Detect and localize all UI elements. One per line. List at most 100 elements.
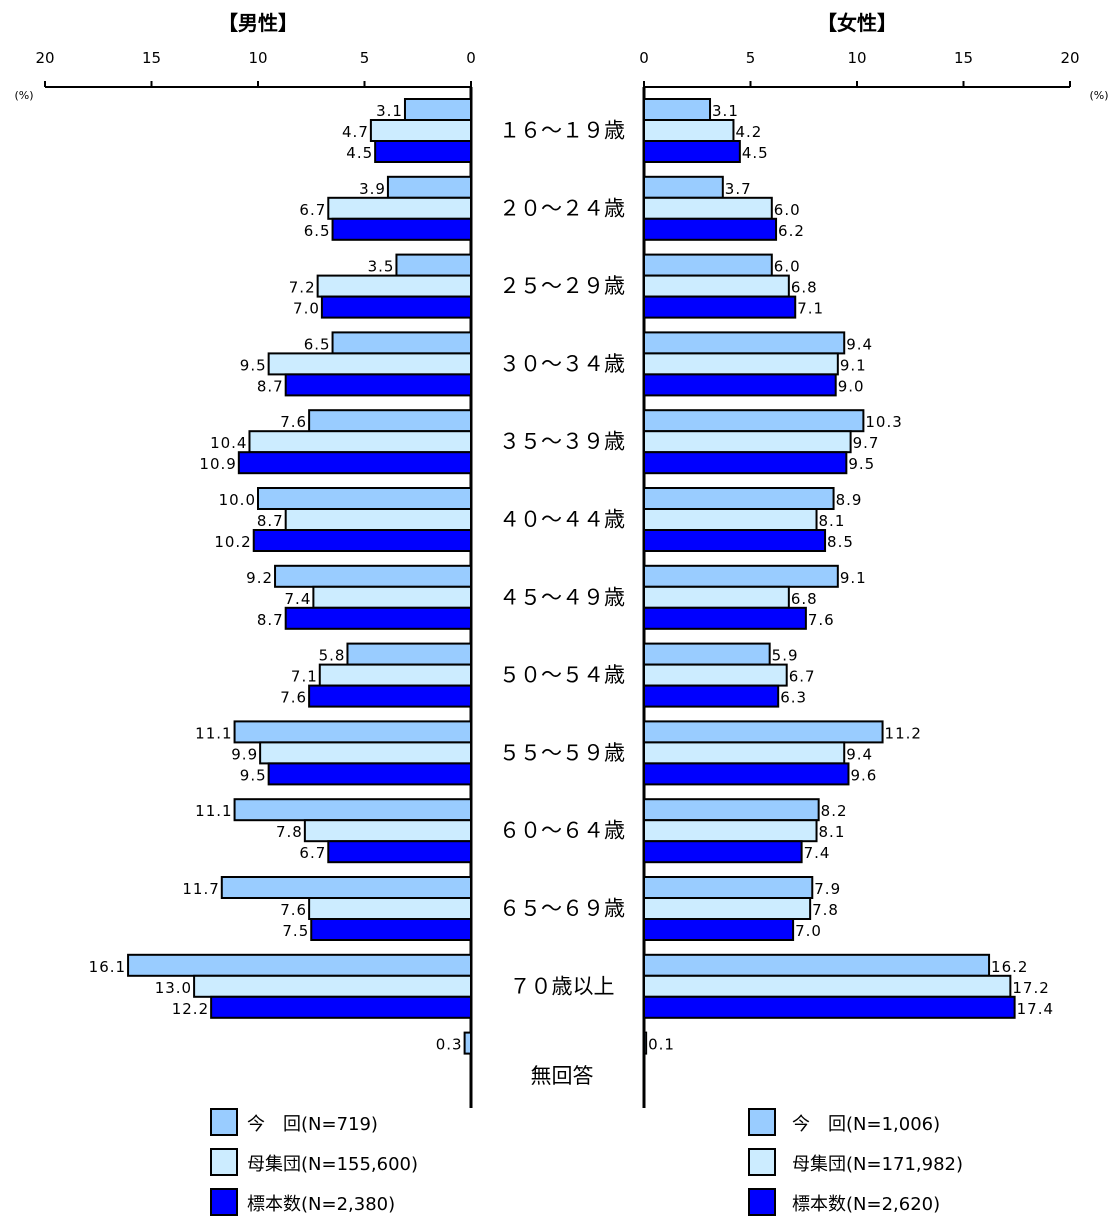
bar-male-s1-c9 — [303, 819, 472, 843]
data-label: 9.7 — [853, 434, 880, 452]
data-label: 11.1 — [195, 724, 232, 742]
data-label: 7.0 — [293, 300, 320, 318]
x-tick-label: 5 — [746, 49, 756, 67]
category-label: ３０～３４歳 — [499, 352, 625, 376]
bar-female-s0-c8 — [643, 720, 884, 744]
category-label: ４０～４４歳 — [499, 508, 625, 532]
x-tick-label: 15 — [954, 49, 973, 67]
data-label: 13.0 — [155, 979, 192, 997]
bar-female-s1-c8 — [643, 741, 846, 765]
data-label: 8.7 — [257, 512, 284, 530]
data-label: 4.2 — [735, 123, 762, 141]
data-label: 9.1 — [840, 356, 867, 374]
data-label: 9.5 — [240, 356, 267, 374]
data-label: 16.1 — [89, 958, 126, 976]
legend-swatch-1 — [210, 1148, 238, 1176]
data-label: 8.1 — [819, 512, 846, 530]
data-label: 10.3 — [865, 413, 902, 431]
bar-male-s0-c1 — [386, 175, 472, 199]
bar-male-s0-c9 — [233, 798, 472, 822]
data-label: 0.3 — [436, 1036, 463, 1054]
bar-male-s1-c6 — [312, 585, 472, 609]
data-label: 6.8 — [791, 279, 818, 297]
data-label: 7.2 — [289, 279, 316, 297]
bar-male-s0-c0 — [403, 98, 472, 121]
bar-female-s0-c3 — [643, 331, 846, 355]
data-label: 7.6 — [280, 689, 307, 707]
bar-female-s2-c6 — [643, 606, 807, 630]
data-label: 6.3 — [780, 689, 807, 707]
legend-swatch-0 — [210, 1108, 238, 1136]
bar-male-s2-c10 — [310, 918, 472, 941]
data-label: 5.8 — [319, 647, 346, 665]
x-tick-label: 5 — [360, 49, 370, 67]
x-tick-label: 15 — [142, 49, 161, 67]
data-label: 8.9 — [836, 491, 863, 509]
legend-label: 標本数(N=2,620) — [792, 1194, 940, 1215]
legend-swatch-1 — [748, 1148, 776, 1176]
bar-female-s2-c1 — [643, 217, 778, 241]
bar-male-s0-c2 — [395, 253, 473, 277]
data-label: 7.6 — [280, 901, 307, 919]
category-label: ２０～２４歳 — [499, 196, 625, 220]
bar-female-s1-c9 — [643, 819, 818, 843]
data-label: 3.7 — [725, 180, 752, 198]
category-label: ６０～６４歳 — [499, 819, 625, 843]
bar-female-s0-c12 — [643, 1031, 648, 1055]
bar-male-s2-c11 — [210, 995, 472, 1019]
bar-male-s2-c7 — [308, 684, 472, 708]
x-tick-label: 0 — [639, 49, 649, 67]
bar-male-s1-c8 — [259, 741, 472, 765]
data-label: 10.4 — [210, 434, 247, 452]
data-label: 10.0 — [219, 491, 256, 509]
bar-female-s1-c4 — [643, 430, 852, 454]
bar-male-s1-c4 — [248, 430, 472, 454]
data-label: 7.4 — [804, 844, 831, 862]
bar-male-s1-c5 — [284, 508, 472, 531]
data-label: 9.1 — [840, 569, 867, 587]
data-label: 3.5 — [368, 258, 395, 276]
bar-male-s1-c7 — [318, 663, 472, 687]
data-label: 4.7 — [342, 123, 369, 141]
x-tick-label: 10 — [847, 49, 866, 67]
data-label: 6.0 — [774, 258, 801, 276]
category-label: ２５～２９歳 — [499, 274, 625, 298]
data-label: 6.0 — [774, 201, 801, 219]
data-label: 16.2 — [991, 958, 1028, 976]
bar-male-s0-c5 — [257, 487, 472, 510]
bar-male-s0-c6 — [274, 564, 473, 588]
bar-female-s1-c1 — [643, 196, 773, 220]
bar-male-s2-c4 — [237, 451, 472, 475]
data-label: 9.2 — [246, 569, 273, 587]
bar-female-s2-c5 — [643, 529, 827, 552]
bar-male-s0-c8 — [233, 720, 472, 744]
data-label: 9.5 — [848, 455, 875, 473]
bar-male-s0-c4 — [308, 409, 472, 433]
data-label: 6.7 — [299, 201, 326, 219]
data-label: 6.5 — [304, 222, 331, 240]
category-label: ４５～４９歳 — [499, 585, 625, 609]
data-label: 6.8 — [791, 590, 818, 608]
bar-female-s0-c4 — [643, 409, 865, 433]
bar-male-s0-c3 — [331, 331, 472, 355]
bar-female-s2-c0 — [643, 140, 741, 163]
bar-female-s2-c11 — [643, 995, 1016, 1019]
unit-label: (%) — [1089, 89, 1108, 102]
data-label: 3.1 — [712, 102, 739, 120]
legend-label: 標本数(N=2,380) — [247, 1194, 395, 1215]
data-label: 9.4 — [846, 335, 873, 353]
bar-female-s0-c7 — [643, 642, 771, 666]
data-label: 8.5 — [827, 533, 854, 551]
bar-male-s1-c10 — [308, 897, 472, 920]
x-tick-label: 20 — [35, 49, 54, 67]
bar-female-s0-c11 — [643, 953, 991, 977]
bar-female-s1-c7 — [643, 663, 788, 687]
category-label: ３５～３９歳 — [499, 430, 625, 454]
bar-male-s2-c3 — [284, 373, 472, 397]
category-label: ５５～５９歳 — [499, 741, 625, 765]
bar-male-s1-c1 — [327, 196, 473, 220]
data-label: 7.8 — [812, 901, 839, 919]
data-label: 6.5 — [304, 335, 331, 353]
data-label: 6.2 — [778, 222, 805, 240]
bar-male-s2-c6 — [284, 606, 472, 630]
